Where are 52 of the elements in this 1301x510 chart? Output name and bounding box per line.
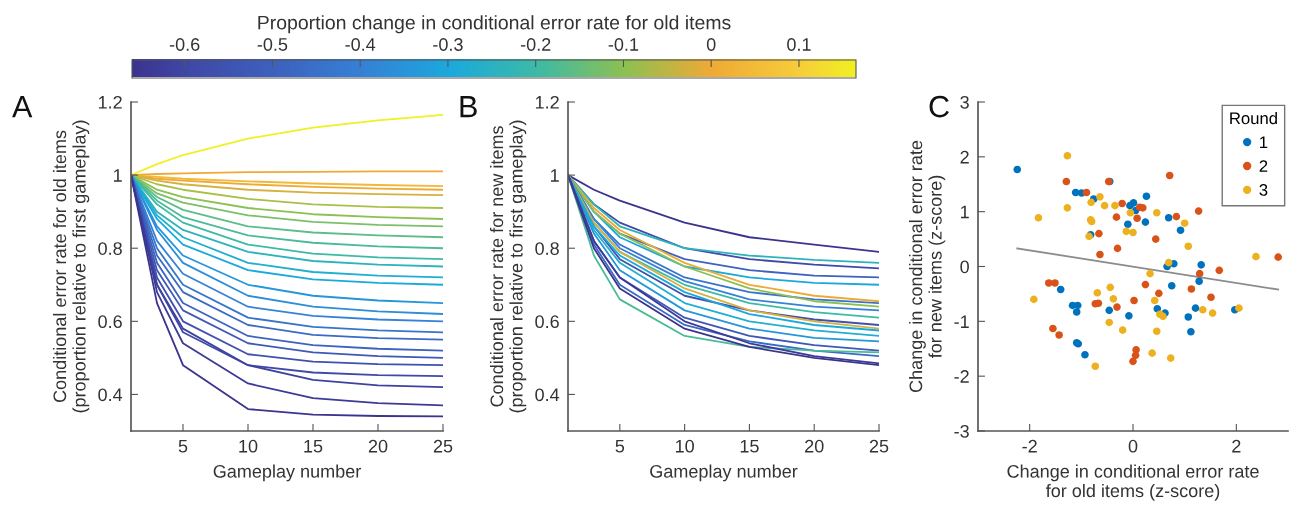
y-tick-label: 0: [960, 260, 969, 274]
text: C: [929, 95, 949, 118]
x-tick-label: 10: [239, 439, 258, 453]
y-tick-label: 1.2: [98, 95, 122, 109]
x-tick-label: -2: [1022, 439, 1037, 453]
y-tick-label: 1: [961, 205, 969, 219]
color-bar-label: -0.4: [345, 38, 376, 51]
y-tick-label: -2: [954, 370, 969, 383]
y-tick-label: 1: [551, 169, 559, 182]
y-tick-label: 1.2: [535, 95, 559, 109]
x-tick-label: 2: [1232, 439, 1241, 453]
y-tick-label: 2: [960, 150, 969, 164]
color-bar-label: -0.2: [520, 38, 551, 51]
y-axis-title: Conditional error rate for old items (proportion relative to first gameplay): [52, 120, 90, 413]
x-tick-label: 15: [740, 440, 759, 453]
text: A: [12, 96, 33, 118]
x-tick-label: 20: [805, 439, 824, 453]
x-tick-label: 20: [368, 439, 388, 453]
color-bar-label: -0.3: [433, 38, 463, 51]
y-tick-label: -3: [954, 424, 969, 438]
color-bar-label: 0.1: [787, 38, 811, 51]
color-bar-label: -0.1: [608, 38, 639, 51]
x-tick-label: 10: [675, 439, 694, 453]
color-bar-label: -0.5: [257, 38, 288, 51]
color-bar-label: 0: [706, 38, 716, 51]
x-axis-title: Gameplay number: [213, 464, 361, 482]
legend-label: 3: [1259, 184, 1268, 196]
x-axis-title: Change in conditional error rate for old items (z-score): [1007, 464, 1259, 501]
text: B: [460, 96, 477, 118]
y-tick-label: 0.4: [98, 388, 123, 402]
y-axis-title: Conditional error rate for new items (proportion relative to first gameplay): [489, 120, 527, 413]
x-tick-label: 5: [178, 440, 188, 453]
y-tick-label: 3: [960, 95, 969, 109]
y-tick-label: 1: [114, 169, 122, 182]
y-tick-label: 0.6: [98, 315, 122, 329]
y-tick-label: 0.8: [98, 242, 122, 255]
x-tick-label: 25: [433, 439, 453, 453]
legend-title: Round: [1230, 112, 1277, 125]
x-axis-title: Gameplay number: [650, 464, 798, 482]
y-tick-label: -1: [954, 315, 969, 328]
y-tick-label: 0.4: [535, 388, 560, 402]
color-bar-title: Proportion change in conditional error rate for old items: [258, 15, 731, 34]
legend-label: 2: [1259, 160, 1268, 172]
x-tick-label: 0: [1128, 439, 1138, 453]
y-tick-label: 0.8: [535, 242, 559, 255]
x-tick-label: 15: [304, 440, 323, 453]
y-axis-title: Change in conditional error rate for new items (z-score): [909, 140, 946, 393]
x-tick-label: 5: [615, 440, 625, 453]
color-bar-label: -0.6: [169, 38, 200, 51]
x-tick-label: 25: [869, 439, 889, 453]
y-tick-label: 0.6: [535, 315, 559, 329]
legend-label: 1: [1260, 136, 1268, 148]
